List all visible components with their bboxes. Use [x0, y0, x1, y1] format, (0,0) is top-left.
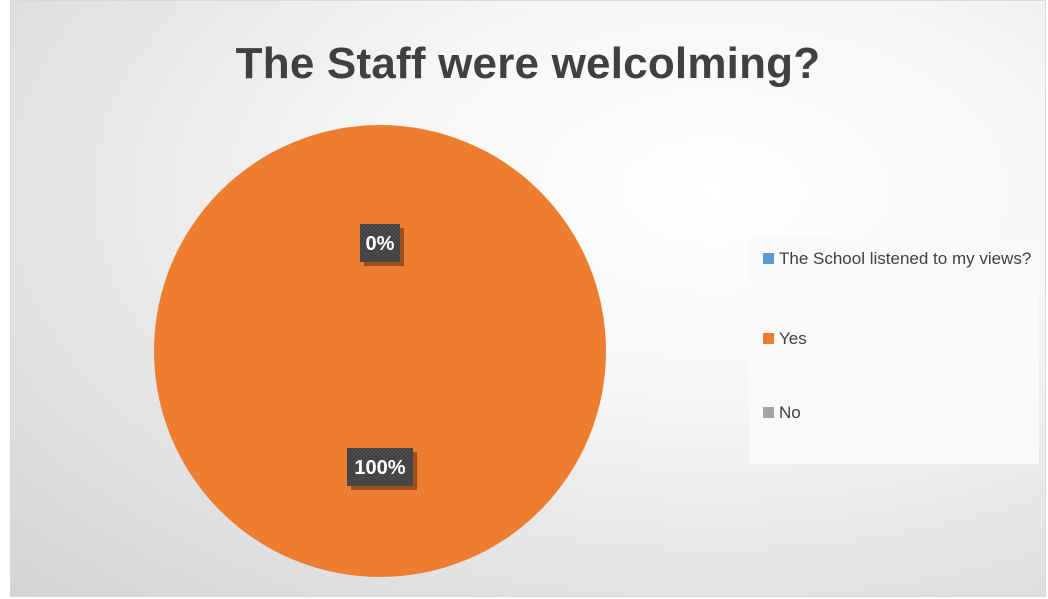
- legend-item-school-listened: The School listened to my views?: [763, 246, 1033, 271]
- legend-item-no: No: [763, 400, 1033, 425]
- data-label: 0%: [360, 224, 404, 266]
- legend-label: The School listened to my views?: [779, 249, 1032, 268]
- pie-slice: [154, 125, 606, 577]
- legend-label: Yes: [779, 329, 807, 348]
- legend-label: No: [779, 403, 801, 422]
- data-label-text: 100%: [354, 457, 405, 479]
- pie-plot: 0% 100%: [154, 125, 606, 577]
- chart-title: The Staff were welcolming?: [235, 39, 821, 88]
- legend-swatch: [763, 253, 774, 264]
- data-label: 100%: [347, 448, 417, 490]
- data-label-text: 0%: [366, 233, 395, 255]
- chart-area: The Staff were welcolming? 0% 100% The Sc…: [10, 0, 1046, 597]
- legend-swatch: [763, 333, 774, 344]
- data-labels: 0% 100%: [347, 224, 417, 490]
- pie-slices: [154, 125, 606, 577]
- legend-swatch: [763, 407, 774, 418]
- legend-item-yes: Yes: [763, 326, 1033, 351]
- legend: The School listened to my views? Yes No: [749, 238, 1039, 464]
